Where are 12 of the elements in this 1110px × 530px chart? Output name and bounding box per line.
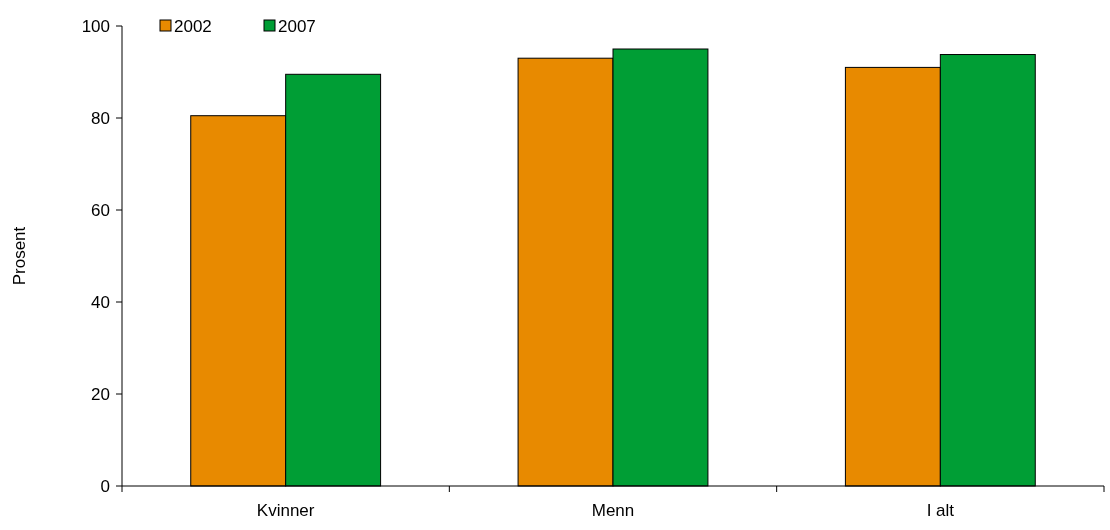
- y-tick-label: 80: [91, 108, 110, 128]
- legend-label: 2007: [278, 16, 316, 36]
- legend-label: 2002: [174, 16, 212, 36]
- y-tick-label: 100: [81, 16, 110, 36]
- y-tick-label: 60: [91, 200, 110, 220]
- y-tick-label: 40: [91, 292, 110, 312]
- y-tick-label: 20: [91, 384, 110, 404]
- y-tick-label: 0: [100, 476, 110, 496]
- y-axis-title: Prosent: [10, 226, 29, 286]
- x-tick-label: Kvinner: [256, 501, 315, 520]
- x-tick-label: I alt: [926, 501, 955, 520]
- x-tick-label: Menn: [591, 501, 635, 520]
